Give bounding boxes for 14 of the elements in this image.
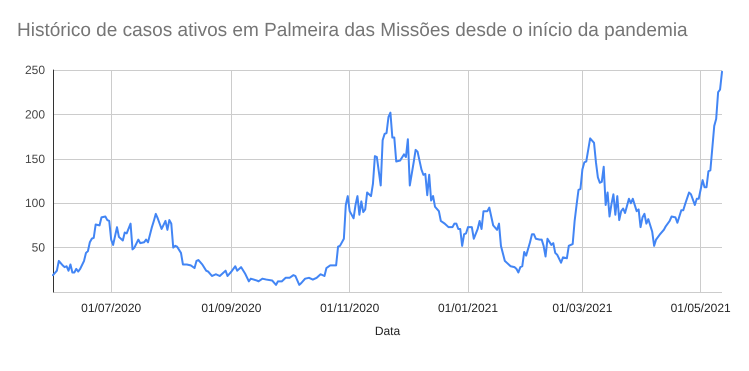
x-tick-label: 01/03/2021: [552, 301, 613, 315]
x-tick-label: 01/09/2020: [201, 301, 262, 315]
x-tick-label: 01/05/2021: [670, 301, 732, 315]
y-tick-label: 50: [32, 240, 46, 255]
y-tick-label: 250: [24, 63, 46, 77]
x-axis-title: Data: [374, 324, 400, 338]
y-tick-label: 100: [24, 196, 46, 210]
x-tick-label: 01/11/2020: [320, 301, 380, 315]
chart-title: Histórico de casos ativos em Palmeira das Missões desde o início da pandemia: [17, 20, 688, 41]
x-tick-label: 01/01/2021: [438, 301, 498, 315]
y-tick-label: 200: [24, 107, 46, 122]
y-tick-label: 150: [24, 152, 46, 166]
x-tick-label: 01/07/2020: [81, 301, 142, 315]
line-series: [52, 70, 723, 286]
